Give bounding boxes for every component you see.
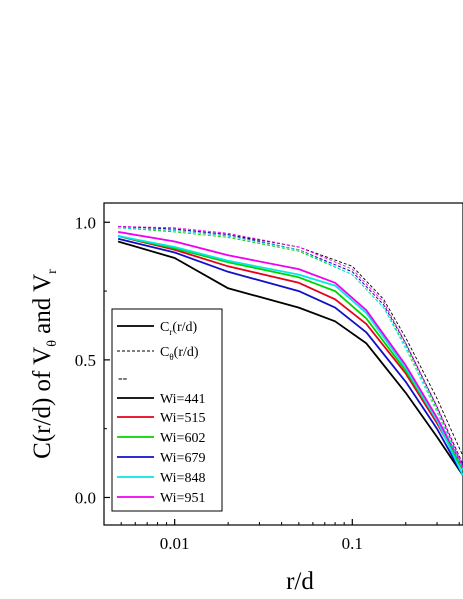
legend-label-sub-1: θ (169, 352, 173, 362)
legend-label-4: Wi=515 (160, 411, 205, 426)
legend-label-8: Wi=951 (160, 491, 205, 506)
legend-label-main-2: -- (118, 371, 128, 386)
legend-label-rest-0: (r/d) (172, 320, 197, 335)
legend-entries: Cr(r/d)Cθ(r/d)--Wi=441Wi=515Wi=602Wi=679… (117, 320, 205, 506)
legend-label-6: Wi=679 (160, 451, 205, 466)
legend-label-main-3: Wi=441 (160, 392, 205, 407)
tick-layer: 0.0 0.5 1.0 0.01 0.1 (75, 213, 460, 553)
series-line-3 (117, 237, 463, 476)
series-line-4 (117, 235, 463, 476)
series-line-9 (118, 225, 463, 465)
x-axis-title: r/d (286, 568, 314, 595)
x-tick-label-1: 0.1 (342, 534, 363, 553)
legend-label-main-6: Wi=679 (160, 451, 205, 466)
legend-label-main-5: Wi=602 (160, 431, 205, 446)
legend-label-3: Wi=441 (160, 392, 205, 407)
legend-label-0: Cr(r/d) (160, 320, 198, 337)
y-tick-label-0: 0.0 (75, 488, 96, 507)
y-tick-label-2: 1.0 (75, 213, 96, 232)
series-layer (117, 225, 463, 477)
x-tick-label-0: 0.01 (160, 534, 190, 553)
legend-label-main-4: Wi=515 (160, 411, 205, 426)
y-axis-title-part-1: C(r/d) of V (29, 347, 56, 459)
y-axis-title-part-2: and V (29, 274, 56, 340)
series-line-10 (118, 227, 463, 471)
legend-label-7: Wi=848 (160, 471, 205, 486)
legend-label-rest-1: (r/d) (174, 345, 199, 360)
legend-label-main-8: Wi=951 (160, 491, 205, 506)
legend-label-main-1: C (160, 345, 169, 360)
y-axis-title: C(r/d) of Vθ and Vr (29, 269, 60, 459)
y-tick-label-1: 0.5 (75, 351, 96, 370)
series-line-11 (118, 225, 463, 468)
y-axis-title-sub-2: r (45, 269, 60, 274)
series-line-5 (117, 231, 463, 468)
legend-label-2: -- (118, 371, 128, 386)
series-line-0 (117, 240, 463, 477)
legend-label-main-0: C (160, 320, 169, 335)
legend-label-5: Wi=602 (160, 431, 205, 446)
series-line-1 (117, 235, 463, 471)
legend-label-sub-0: r (169, 327, 172, 337)
legend-label-main-7: Wi=848 (160, 471, 205, 486)
y-axis-title-sub-1: θ (45, 340, 60, 347)
legend: Cr(r/d)Cθ(r/d)--Wi=441Wi=515Wi=602Wi=679… (111, 308, 223, 512)
legend-label-1: Cθ(r/d) (160, 345, 199, 362)
plot-frame (103, 202, 463, 526)
